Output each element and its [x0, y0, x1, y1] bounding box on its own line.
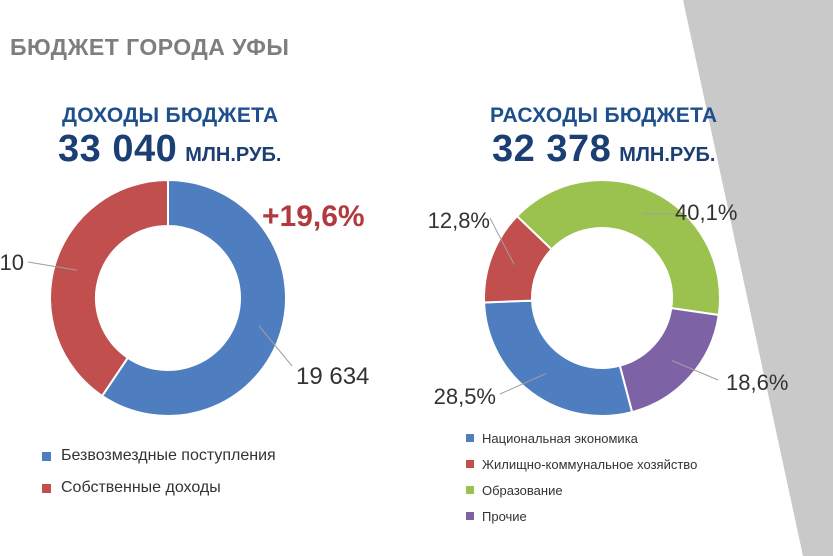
income-legend-item-2: Собственные доходы — [42, 472, 276, 504]
decorative-corner — [683, 0, 833, 556]
expense-legend-item-2: Жилищно-коммунальное хозяйство — [466, 451, 697, 477]
income-total-unit: МЛН.РУБ. — [185, 144, 282, 166]
expense-legend-item-4: Прочие — [466, 503, 697, 529]
expense-legend-swatch — [466, 512, 474, 520]
income-legend-label: Собственные доходы — [61, 479, 221, 496]
income-legend: Безвозмездные поступления Собственные дох… — [42, 440, 276, 504]
expense-data-label-3: 28,5% — [434, 384, 496, 409]
expense-slice-2 — [618, 306, 720, 414]
income-title: ДОХОДЫ БЮДЖЕТА — [62, 104, 279, 127]
income-donut-chart: 19 634 10 — [0, 178, 369, 417]
expense-legend-swatch — [466, 434, 474, 442]
expense-legend-swatch — [466, 460, 474, 468]
income-data-label-2: 10 — [0, 250, 24, 275]
income-leader-line-1 — [258, 325, 293, 367]
income-slice-2 — [49, 178, 169, 398]
expense-leader-line-3 — [499, 373, 547, 395]
expense-legend-item-1: Национальная экономика — [466, 425, 697, 451]
income-data-label-1: 19 634 — [296, 363, 369, 390]
income-total-value: 33 040 — [58, 128, 178, 170]
expense-legend: Национальная экономика Жилищно-коммунальн… — [466, 425, 697, 529]
expense-legend-label: Прочие — [482, 508, 527, 524]
income-total: 33 040 МЛН.РУБ. — [58, 128, 281, 171]
expense-leader-line-2 — [671, 360, 719, 381]
expense-total-unit: МЛН.РУБ. — [619, 144, 716, 166]
income-legend-swatch — [42, 483, 51, 493]
expense-legend-label: Образование — [482, 482, 563, 498]
expense-data-label-1: 40,1% — [675, 200, 737, 225]
expense-legend-item-3: Образование — [466, 477, 697, 503]
expense-donut-chart: 40,1% 18,6% 28,5% 12,8% — [428, 179, 788, 417]
page-title: БЮДЖЕТ ГОРОДА УФЫ — [10, 34, 290, 60]
expense-data-label-2: 18,6% — [726, 370, 788, 395]
income-legend-label: Безвозмездные поступления — [61, 447, 276, 464]
income-slice-1 — [100, 178, 287, 417]
income-growth-label: +19,6% — [262, 200, 365, 233]
expense-legend-label: Национальная экономика — [482, 430, 638, 446]
income-legend-item-1: Безвозмездные поступления — [42, 440, 276, 472]
expense-legend-label: Жилищно-коммунальное хозяйство — [482, 456, 698, 472]
expense-leader-line-4 — [489, 217, 515, 265]
income-leader-line-2 — [27, 261, 78, 271]
expense-slice-3 — [483, 299, 634, 417]
expense-total: 32 378 МЛН.РУБ. — [492, 128, 715, 171]
expense-data-label-4: 12,8% — [428, 208, 490, 233]
income-legend-swatch — [42, 451, 51, 461]
expense-title: РАСХОДЫ БЮДЖЕТА — [490, 104, 718, 127]
expense-slice-4 — [483, 214, 553, 304]
expense-legend-swatch — [466, 486, 474, 494]
expense-total-value: 32 378 — [492, 128, 612, 170]
